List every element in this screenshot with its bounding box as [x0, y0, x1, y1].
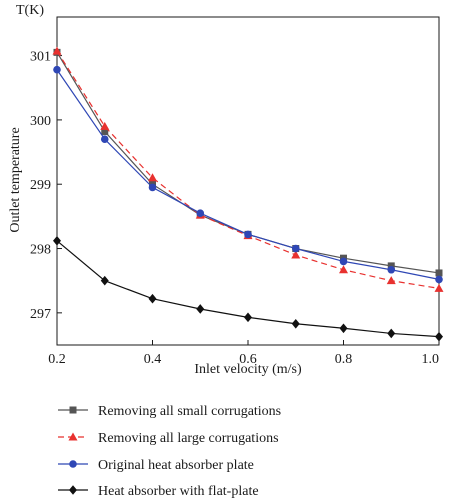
legend-marker	[68, 432, 78, 441]
data-point	[387, 328, 396, 339]
data-point	[434, 283, 444, 292]
y-tick-label: 299	[30, 178, 51, 193]
data-point	[386, 276, 396, 285]
x-tick-label: 0.6	[239, 352, 257, 367]
y-tick-label: 301	[30, 50, 51, 65]
legend-label: Removing all small corrugations	[98, 404, 281, 419]
x-tick-label: 0.2	[48, 352, 66, 367]
plot-frame	[56, 16, 440, 346]
series-line	[56, 240, 440, 338]
legend-item-2: Removing all large corrugations	[58, 431, 279, 446]
data-point	[53, 65, 61, 74]
data-point	[339, 257, 348, 266]
y-tick-label: 297	[30, 307, 51, 322]
data-point	[387, 265, 396, 274]
legend-label: Removing all large corrugations	[98, 431, 279, 446]
data-point	[435, 275, 443, 284]
data-point	[244, 312, 252, 323]
series-4	[53, 236, 443, 342]
data-point	[52, 46, 62, 55]
data-point	[196, 209, 205, 217]
series-layer	[52, 46, 444, 342]
legend: Removing all small corrugations Removing …	[58, 404, 281, 499]
data-point	[100, 135, 109, 143]
series-2	[52, 46, 444, 292]
y-axis-label: Outlet temperature	[8, 127, 23, 232]
data-point	[196, 304, 205, 314]
series-1	[53, 48, 443, 277]
legend-marker	[69, 460, 77, 468]
data-point	[339, 265, 348, 274]
data-point	[53, 236, 61, 246]
legend-item-3: Original heat absorber plate	[58, 458, 254, 473]
x-tick-label: 0.4	[144, 352, 162, 367]
y-tick-label: 300	[30, 114, 51, 129]
data-point	[339, 323, 348, 334]
data-point	[435, 269, 443, 277]
data-point	[244, 230, 252, 239]
data-point	[291, 318, 300, 329]
data-point	[435, 331, 443, 342]
x-tick-label: 0.8	[335, 352, 353, 367]
data-point	[101, 127, 109, 135]
series-line	[56, 69, 440, 280]
data-point	[148, 293, 157, 304]
data-point	[148, 173, 157, 182]
legend-label: Heat absorber with flat-plate	[98, 484, 259, 499]
legend-marker	[69, 485, 77, 495]
series-line	[56, 50, 440, 289]
x-axis-label: Inlet velocity (m/s)	[194, 362, 302, 377]
data-point	[100, 121, 110, 130]
x-tick-label: 1.0	[422, 352, 440, 367]
series-line	[56, 52, 440, 274]
legend-marker	[69, 406, 77, 414]
data-point	[100, 275, 109, 286]
legend-item-1: Removing all small corrugations	[58, 404, 281, 419]
legend-item-4: Heat absorber with flat-plate	[58, 484, 259, 499]
series-3	[53, 65, 443, 284]
legend-label: Original heat absorber plate	[98, 458, 254, 473]
axis-ticks: 0.2 0.4 0.6 0.8 1.0 297 298 299 300 301	[30, 50, 440, 367]
y-tick-label: 298	[30, 243, 51, 258]
data-point	[291, 250, 301, 259]
data-point	[148, 183, 157, 192]
data-point	[387, 262, 395, 270]
y-unit-label: T(K)	[16, 3, 44, 18]
data-point	[291, 244, 300, 253]
